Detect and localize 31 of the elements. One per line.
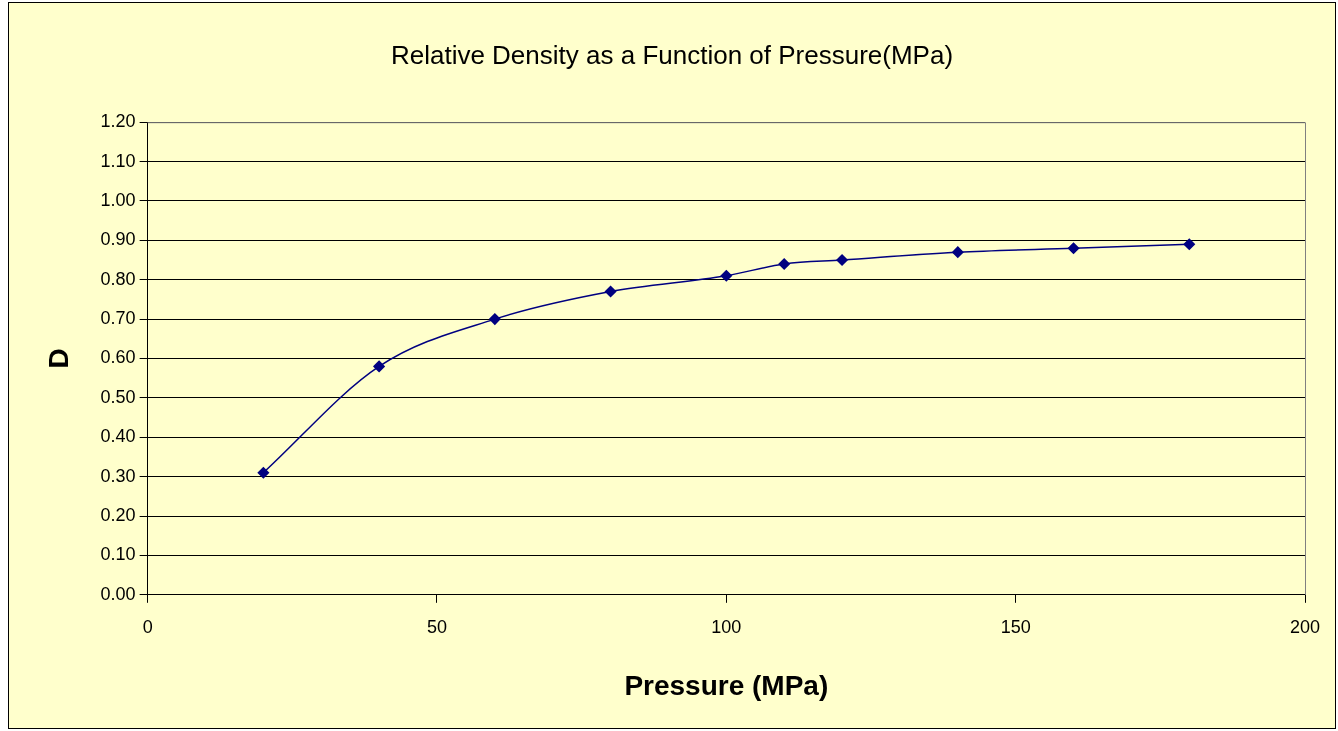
point <box>257 466 270 479</box>
chart-title: Relative Density as a Function of Pressure(MPa) <box>390 39 954 70</box>
x-tick-label: 100 <box>711 616 742 637</box>
y-axis-title: D <box>42 348 74 369</box>
point <box>836 254 848 266</box>
x-tick-label: 50 <box>426 616 447 637</box>
x-tick-label: 200 <box>1289 616 1321 637</box>
point <box>373 360 385 373</box>
x-axis-title: Pressure (MPa) <box>624 669 829 701</box>
y-tick-label: 0.00 <box>100 583 136 604</box>
y-tick-label: 0.30 <box>100 465 136 486</box>
y-tick-label: 0.70 <box>100 308 136 329</box>
point <box>778 258 790 270</box>
point <box>952 246 964 258</box>
point <box>489 313 501 325</box>
y-tick-label: 0.20 <box>100 505 136 525</box>
y-tick-label: 0.40 <box>100 426 136 447</box>
y-tick-label: 0.80 <box>100 268 136 289</box>
y-tick-label: 1.00 <box>100 189 136 210</box>
point <box>1183 238 1196 251</box>
y-tick-label: 0.50 <box>100 386 136 407</box>
y-tick-label: 1.10 <box>100 150 136 171</box>
y-tick-label: 0.60 <box>100 347 136 368</box>
point <box>1067 242 1080 254</box>
y-tick-label: 1.20 <box>100 111 136 132</box>
y-tick-label: 0.10 <box>100 544 136 565</box>
point <box>720 270 733 282</box>
y-tick-label: 0.90 <box>100 229 136 250</box>
x-tick-label: 0 <box>142 616 153 637</box>
point <box>604 285 617 298</box>
x-tick-label: 150 <box>1000 616 1031 637</box>
